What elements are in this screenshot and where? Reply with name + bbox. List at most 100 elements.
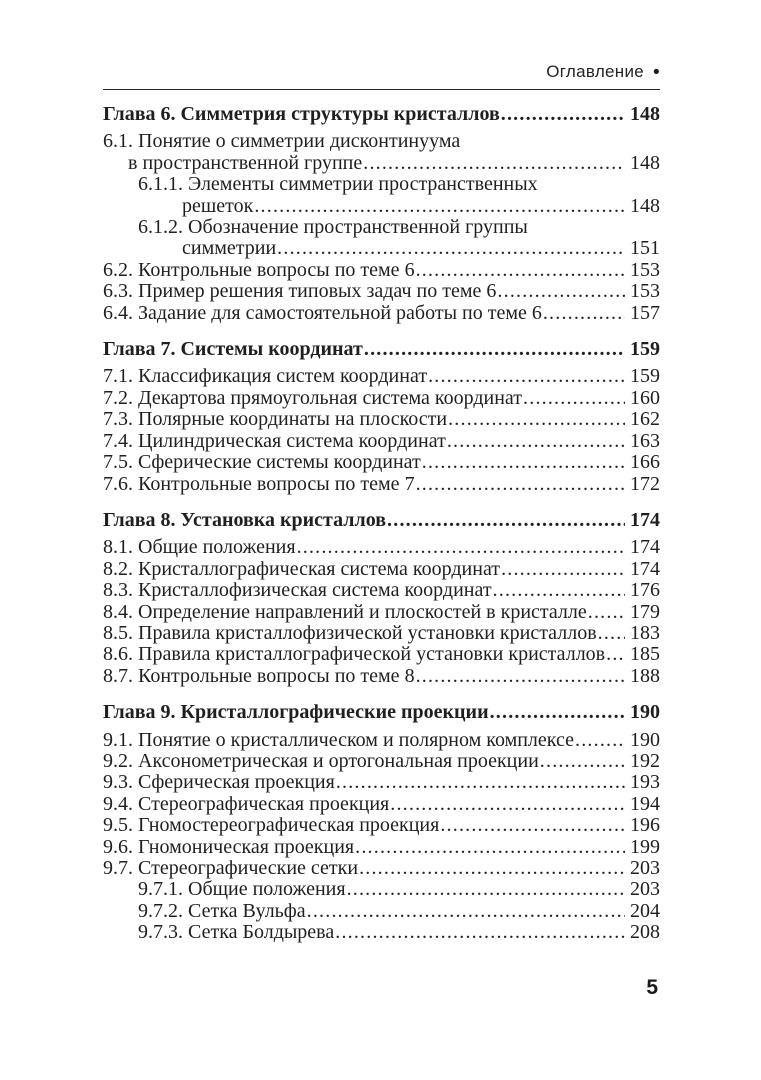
toc-page-number: 208: [630, 921, 660, 944]
toc-page-number: 172: [630, 472, 660, 495]
toc-entry: 6.3. Пример решения типовых задач по тем…: [103, 280, 660, 303]
toc-page-number: 179: [630, 600, 660, 623]
toc-page-number: 183: [630, 621, 660, 644]
toc-entry: 8.5. Правила кристаллофизической установ…: [103, 621, 660, 644]
toc-entry: 6.1.1. Элементы симметрии пространственн…: [103, 173, 660, 196]
toc-entry: 8.3. Кристаллофизическая система координ…: [103, 579, 660, 601]
toc-entry: 9.7.1. Общие положения 203: [103, 878, 660, 901]
page-number: 5: [646, 976, 658, 999]
toc-entry-text: 9.7.1. Общие положения: [138, 878, 346, 901]
toc-entry-text: 7.3. Полярные координаты на плоскости: [103, 408, 448, 431]
toc-entry-text: 7.4. Цилиндрическая система координат: [103, 429, 446, 452]
toc-page-number: 163: [630, 429, 660, 452]
toc-entry-text: 9.7.2. Сетка Вульфа: [138, 899, 306, 922]
toc-entry: 9.6. Гномоническая проекция 199: [103, 835, 660, 858]
toc-page-number: 194: [630, 792, 660, 815]
dot-leader: [347, 879, 625, 900]
toc-entry: 9.3. Сферическая проекция 193: [103, 771, 660, 794]
dot-leader: [428, 366, 625, 387]
dot-leader: [497, 281, 625, 302]
toc-entry: 7.6. Контрольные вопросы по теме 7 172: [103, 472, 660, 495]
toc-entry-text: 8.7. Контрольные вопросы по теме 8: [103, 664, 415, 687]
dot-leader: [359, 858, 625, 879]
toc-entry-text: 9.1. Понятие о кристаллическом и полярно…: [103, 728, 575, 751]
toc-entry: 9.2. Аксонометрическая и ортогональная п…: [103, 749, 660, 772]
dot-leader: [416, 474, 625, 495]
table-of-contents: Глава 6. Симметрия структуры кристаллов 1…: [103, 103, 660, 944]
toc-entry: 6.1. Понятие о симметрии дисконтинуума: [103, 130, 660, 153]
toc-chapter-title: Глава 6. Симметрия структуры кристаллов: [103, 103, 500, 125]
toc-entry: 9.4. Стереографическая проекция 194: [103, 792, 660, 815]
dot-leader: [493, 580, 625, 601]
dot-leader: [387, 510, 625, 531]
toc-chapter: Глава 9. Кристаллографические проекции 19…: [103, 701, 660, 944]
dot-leader: [448, 409, 625, 430]
toc-page-number: 190: [630, 701, 660, 724]
toc-page-number: 166: [630, 451, 660, 474]
dot-leader: [416, 260, 625, 281]
toc-entry-continuation: симметрии 151: [103, 238, 660, 260]
toc-entry: 9.5. Гномостереографическая проекция 196: [103, 814, 660, 837]
toc-chapter-title-row: Глава 7. Системы координат 159: [103, 338, 660, 361]
toc-entry-text: в пространственной группе: [128, 151, 363, 174]
toc-chapter-title-row: Глава 8. Установка кристаллов 174: [103, 508, 660, 531]
toc-page-number: 199: [630, 835, 660, 858]
toc-entry: 7.5. Сферические системы координат 166: [103, 451, 660, 474]
toc-entry-text: 6.2. Контрольные вопросы по теме 6: [103, 258, 415, 281]
toc-page-number: 162: [630, 408, 660, 431]
toc-entry-text: 6.4. Задание для самостоятельной работы …: [103, 301, 542, 324]
dot-leader: [523, 388, 625, 409]
dot-leader: [501, 559, 625, 580]
toc-entry-text: 8.6. Правила кристаллографической устано…: [103, 643, 606, 666]
toc-entry-text: 8.4. Определение направлений и плоскосте…: [103, 600, 587, 623]
toc-entry: 8.2. Кристаллографическая система коорди…: [103, 557, 660, 580]
toc-entry: 9.7.3. Сетка Болдырева 208: [103, 921, 660, 944]
toc-entry-text: 6.3. Пример решения типовых задач по тем…: [103, 280, 497, 303]
toc-page-number: 192: [630, 749, 660, 772]
toc-entry-text: 9.2. Аксонометрическая и ортогональная п…: [103, 749, 539, 772]
toc-entry-text: 7.1. Классификация систем координат: [103, 365, 428, 388]
toc-page-number: 196: [630, 814, 660, 837]
toc-page-number: 203: [630, 857, 660, 879]
toc-entry-text: 9.7.3. Сетка Болдырева: [138, 921, 335, 944]
toc-entry-text: 9.4. Стереографическая проекция: [103, 792, 390, 815]
toc-entry-text: 9.5. Гномостереографическая проекция: [103, 814, 440, 837]
toc-page-number: 193: [630, 771, 660, 794]
toc-entry-text: 7.5. Сферические системы координат: [103, 451, 421, 474]
toc-entry: 6.4. Задание для самостоятельной работы …: [103, 301, 660, 324]
running-header-title: Оглавление: [546, 62, 645, 81]
dot-leader: [364, 339, 625, 360]
toc-entry-text: решеток: [182, 194, 254, 217]
dot-leader: [543, 303, 625, 324]
toc-entry: 6.1.2. Обозначение пространственной груп…: [103, 216, 660, 238]
toc-page-number: 148: [630, 194, 660, 217]
toc-entry-text: 9.6. Гномоническая проекция: [103, 835, 355, 858]
header-rule: [103, 89, 660, 90]
toc-page-number: 159: [630, 365, 660, 388]
dot-leader: [598, 623, 625, 644]
toc-page-number: 153: [630, 280, 660, 303]
toc-entry-text: 7.6. Контрольные вопросы по теме 7: [103, 472, 415, 495]
dot-leader: [307, 901, 625, 922]
toc-page-number: 174: [630, 557, 660, 580]
toc-entry: 8.1. Общие положения 174: [103, 536, 660, 558]
toc-chapter: Глава 8. Установка кристаллов1748.1. Общ…: [103, 508, 660, 687]
dot-leader: [440, 815, 625, 836]
toc-chapter: Глава 6. Симметрия структуры кристаллов 1…: [103, 103, 660, 324]
toc-entry: 9.7. Стереографические сетки 203: [103, 857, 660, 879]
dot-leader: [501, 104, 625, 125]
toc-page-number: 159: [630, 338, 660, 361]
dot-leader: [355, 837, 625, 858]
toc-chapter-title: Глава 8. Установка кристаллов: [103, 508, 387, 531]
dot-leader: [277, 238, 625, 259]
toc-entry-continuation: решеток 148: [103, 194, 660, 217]
toc-chapter-title-row: Глава 6. Симметрия структуры кристаллов 1…: [103, 103, 660, 125]
toc-entry-text: 6.1.1. Элементы симметрии пространственн…: [138, 173, 538, 196]
toc-page-number: 190: [630, 728, 660, 751]
toc-entry-text: 9.7. Стереографические сетки: [103, 857, 359, 879]
toc-chapter: Глава 7. Системы координат159 7.1. Класси…: [103, 338, 660, 495]
dot-leader: [363, 153, 625, 174]
dot-leader: [297, 537, 625, 558]
toc-entry-text: 6.1. Понятие о симметрии дисконтинуума: [103, 130, 461, 153]
